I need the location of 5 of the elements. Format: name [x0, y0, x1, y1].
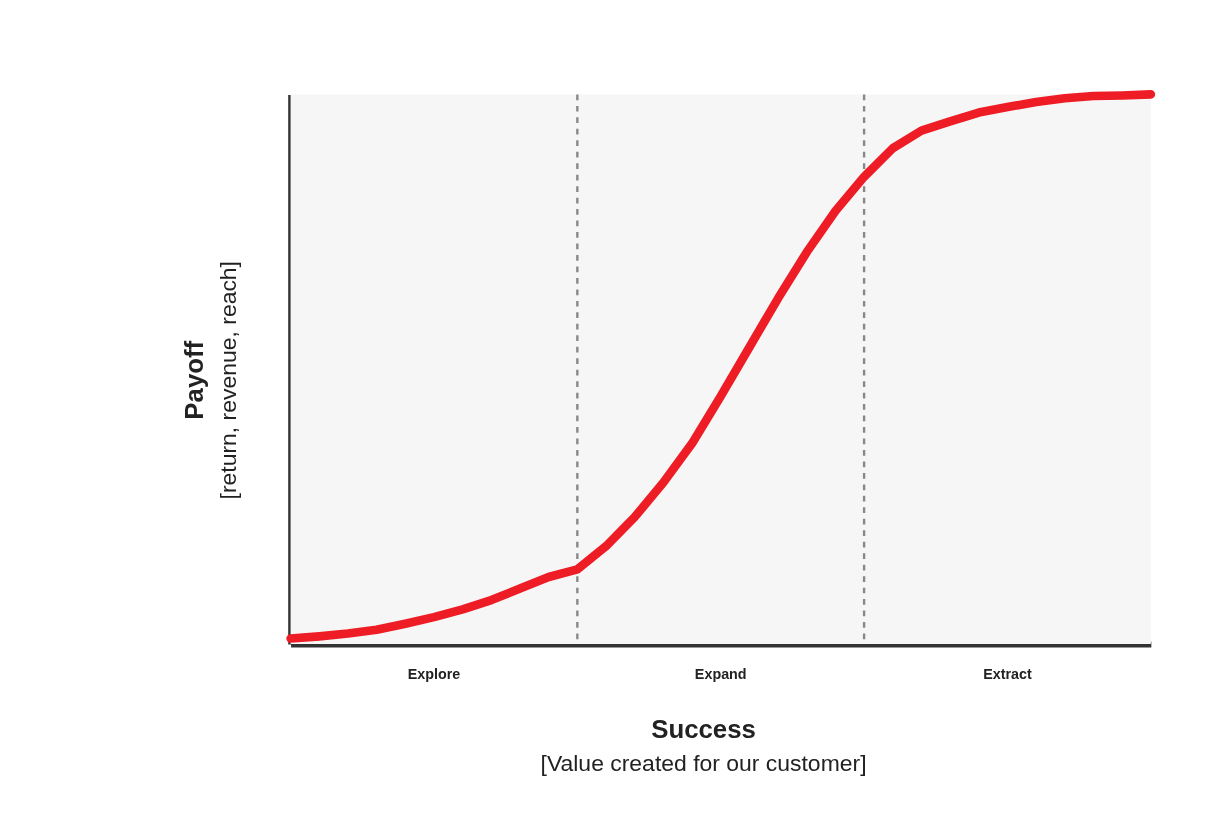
text: Extract: [983, 666, 1032, 683]
text: Explore: [407, 666, 461, 683]
text: Expand: [694, 666, 747, 683]
x-axis-title: Success [Value created for our customer]: [540, 714, 867, 777]
y-axis-title: Payoff [return, revenue, reach]: [179, 260, 242, 500]
